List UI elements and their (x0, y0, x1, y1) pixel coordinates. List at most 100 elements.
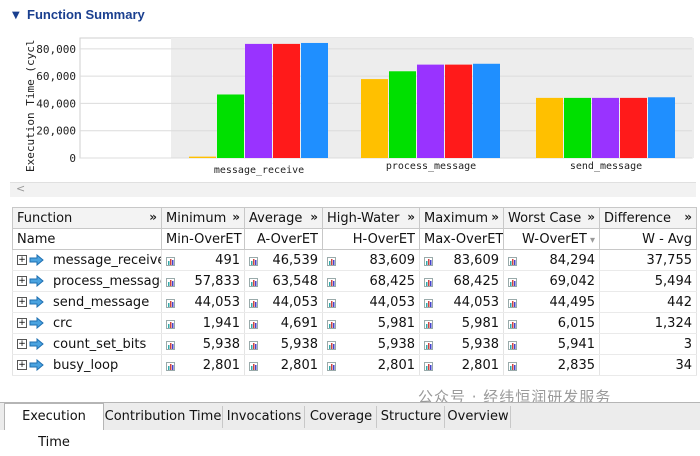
expand-row-icon[interactable]: + (17, 297, 27, 307)
column-header[interactable]: Max-OverET (419, 228, 504, 250)
table-row[interactable]: + process_message 57,833 63,548 68,425 68,425… (12, 270, 697, 292)
expand-columns-icon[interactable]: » (310, 210, 318, 224)
mini-chart-icon[interactable] (166, 339, 175, 350)
expand-row-icon[interactable]: + (17, 276, 27, 286)
mini-chart-icon[interactable] (424, 360, 433, 371)
expand-columns-icon[interactable]: » (587, 210, 595, 224)
column-header[interactable]: W-OverET ▾ (503, 228, 600, 250)
table-row[interactable]: + crc 1,941 4,691 5,981 5,981 6,015 1,324 (12, 312, 697, 334)
column-group-header[interactable]: Minimum » (161, 207, 245, 229)
horizontal-scrollbar[interactable]: < (10, 182, 696, 197)
mini-chart-icon[interactable] (508, 360, 517, 371)
column-header[interactable]: Name (12, 228, 162, 250)
y-tick-label: 60,000 (36, 70, 76, 83)
mini-chart-icon[interactable] (249, 360, 258, 371)
mini-chart-icon[interactable] (424, 297, 433, 308)
bar[interactable] (648, 97, 675, 158)
column-group-header[interactable]: Difference » (599, 207, 697, 229)
bar[interactable] (445, 64, 472, 158)
bar[interactable] (189, 156, 216, 158)
x-tick-label: message_receive (214, 165, 304, 176)
function-name-cell[interactable]: + send_message (12, 291, 162, 313)
column-group-label: High-Water (327, 210, 400, 226)
bar[interactable] (301, 42, 328, 158)
table-row[interactable]: + message_receive 491 46,539 83,609 83,609 84,… (12, 249, 697, 271)
function-name-cell[interactable]: + busy_loop (12, 354, 162, 376)
function-name-cell[interactable]: + crc (12, 312, 162, 334)
tab-overview[interactable]: Overview (446, 406, 511, 428)
column-group-header[interactable]: Maximum» (419, 207, 504, 229)
scroll-left-arrow-icon[interactable]: < (16, 182, 26, 195)
bar[interactable] (273, 43, 300, 158)
bar[interactable] (361, 79, 388, 158)
bar[interactable] (245, 43, 272, 158)
bar[interactable] (536, 97, 563, 158)
cell-value: 57,833 (194, 273, 241, 289)
bar[interactable] (417, 64, 444, 158)
expand-columns-icon[interactable]: » (491, 210, 499, 224)
bar[interactable] (620, 97, 647, 158)
mini-chart-icon[interactable] (249, 339, 258, 350)
mini-chart-icon[interactable] (327, 318, 336, 329)
expand-row-icon[interactable]: + (17, 318, 27, 328)
mini-chart-icon[interactable] (327, 276, 336, 287)
mini-chart-icon[interactable] (424, 339, 433, 350)
panel-header[interactable]: ▼ Function Summary (0, 0, 700, 30)
mini-chart-icon[interactable] (327, 360, 336, 371)
function-name-cell[interactable]: + process_message (12, 270, 162, 292)
tab-execution-time[interactable]: Execution Time (4, 403, 104, 450)
table-row[interactable]: + busy_loop 2,801 2,801 2,801 2,801 2,835 34 (12, 354, 697, 376)
bar[interactable] (592, 97, 619, 158)
mini-chart-icon[interactable] (166, 318, 175, 329)
mini-chart-icon[interactable] (249, 297, 258, 308)
mini-chart-icon[interactable] (166, 360, 175, 371)
column-group-header[interactable]: Worst Case » (503, 207, 600, 229)
collapse-triangle-icon[interactable]: ▼ (12, 10, 20, 21)
bar[interactable] (564, 97, 591, 158)
bar[interactable] (389, 71, 416, 158)
mini-chart-icon[interactable] (508, 276, 517, 287)
column-group-header[interactable]: Average » (244, 207, 323, 229)
function-name-cell[interactable]: + count_set_bits (12, 333, 162, 355)
expand-columns-icon[interactable]: » (232, 210, 240, 224)
column-header[interactable]: A-OverET (244, 228, 323, 250)
mini-chart-icon[interactable] (508, 339, 517, 350)
column-header[interactable]: H-OverET (322, 228, 420, 250)
tab-coverage[interactable]: Coverage (306, 406, 377, 428)
table-row[interactable]: + send_message 44,053 44,053 44,053 44,053 44,… (12, 291, 697, 313)
mini-chart-icon[interactable] (166, 255, 175, 266)
tab-structure[interactable]: Structure (378, 406, 445, 428)
column-header[interactable]: W - Avg (599, 228, 697, 250)
mini-chart-icon[interactable] (327, 297, 336, 308)
mini-chart-icon[interactable] (424, 255, 433, 266)
mini-chart-icon[interactable] (424, 318, 433, 329)
mini-chart-icon[interactable] (166, 297, 175, 308)
bar[interactable] (473, 63, 500, 158)
mini-chart-icon[interactable] (424, 276, 433, 287)
table-row[interactable]: + count_set_bits 5,938 5,938 5,938 5,938 5,941… (12, 333, 697, 355)
column-header[interactable]: Min-OverET (161, 228, 245, 250)
tab-contribution-time[interactable]: Contribution Time (104, 406, 223, 428)
mini-chart-icon[interactable] (508, 318, 517, 329)
mini-chart-icon[interactable] (166, 276, 175, 287)
mini-chart-icon[interactable] (508, 255, 517, 266)
mini-chart-icon[interactable] (508, 297, 517, 308)
mini-chart-icon[interactable] (249, 276, 258, 287)
expand-columns-icon[interactable]: » (407, 210, 415, 224)
column-header-label: W-OverET (521, 231, 587, 247)
tab-invocations[interactable]: Invocations (224, 406, 305, 428)
function-name-cell[interactable]: + message_receive (12, 249, 162, 271)
mini-chart-icon[interactable] (327, 339, 336, 350)
cell-value: 83,609 (369, 252, 416, 268)
expand-columns-icon[interactable]: » (684, 210, 692, 224)
expand-row-icon[interactable]: + (17, 255, 27, 265)
mini-chart-icon[interactable] (327, 255, 336, 266)
mini-chart-icon[interactable] (249, 255, 258, 266)
mini-chart-icon[interactable] (249, 318, 258, 329)
expand-row-icon[interactable]: + (17, 339, 27, 349)
column-group-header[interactable]: High-Water » (322, 207, 420, 229)
expand-row-icon[interactable]: + (17, 360, 27, 370)
column-group-header[interactable]: Function » (12, 207, 162, 229)
expand-columns-icon[interactable]: » (149, 210, 157, 224)
bar[interactable] (217, 94, 244, 158)
